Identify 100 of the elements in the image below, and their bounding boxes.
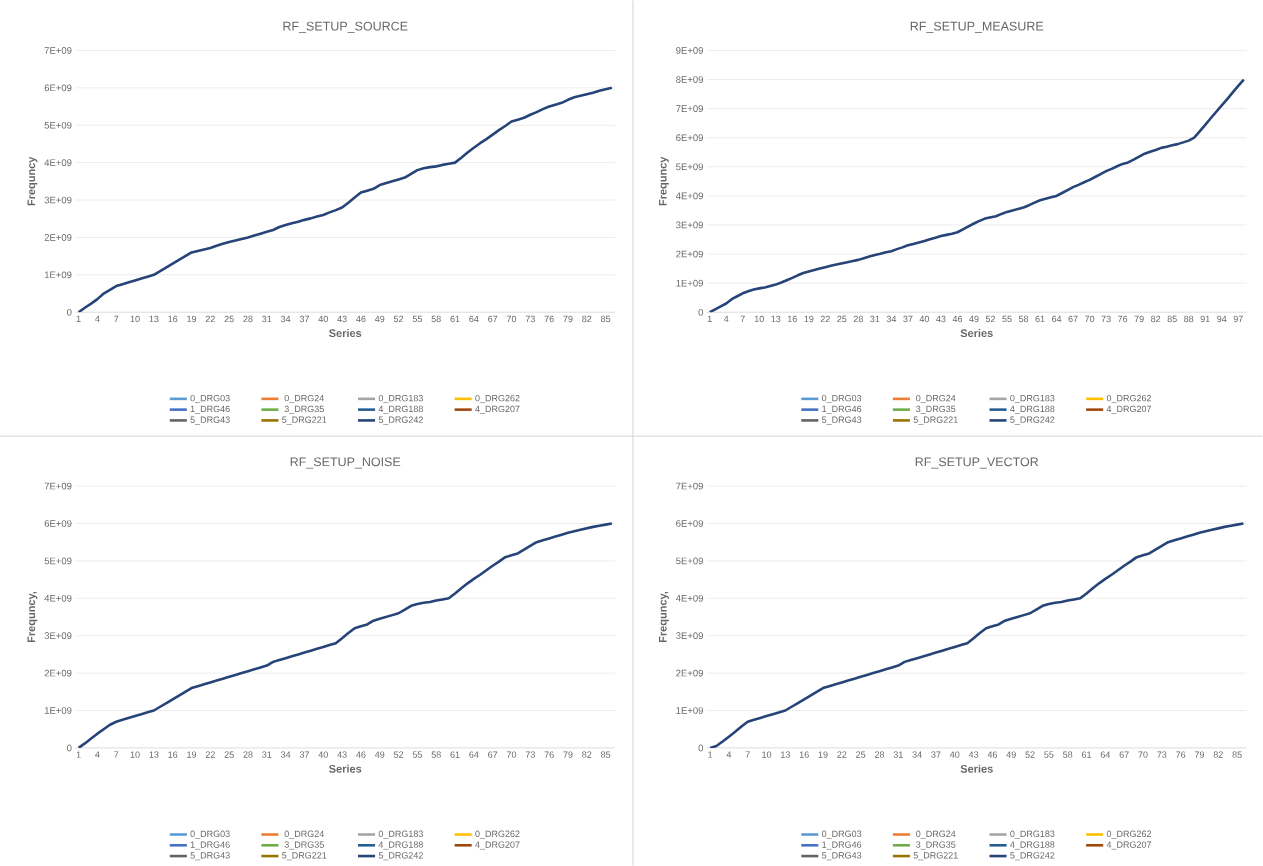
x-tick-label: 58 — [431, 315, 441, 322]
x-tick-label: 22 — [205, 315, 215, 322]
x-axis-title: Series — [960, 764, 993, 773]
y-axis-title: Frequncy — [659, 156, 669, 206]
x-tick-label: 49 — [374, 751, 385, 758]
y-axis-title: Frequncy — [27, 156, 38, 206]
x-tick-label: 31 — [262, 315, 272, 322]
x-tick-label: 79 — [563, 751, 573, 758]
x-tick-label: 70 — [1085, 315, 1095, 322]
y-tick-label: 9E+09 — [676, 46, 703, 54]
y-tick-label: 2E+09 — [676, 669, 703, 677]
y-tick-label: 3E+09 — [44, 196, 72, 204]
x-tick-label: 10 — [762, 751, 772, 758]
y-tick-label: 1E+09 — [44, 706, 72, 714]
x-tick-label: 1 — [76, 751, 81, 758]
x-tick-label: 94 — [1217, 315, 1227, 322]
x-tick-label: 31 — [893, 751, 903, 758]
legend-label: 0_DRG262 — [1106, 394, 1152, 403]
x-tick-label: 34 — [280, 315, 291, 322]
x-tick-label: 43 — [337, 315, 347, 322]
x-tick-label: 22 — [837, 751, 847, 758]
y-tick-label: 3E+09 — [676, 632, 703, 639]
y-tick-label: 4E+09 — [44, 159, 72, 166]
x-tick-label: 67 — [488, 751, 498, 758]
x-tick-label: 7 — [740, 315, 745, 322]
y-tick-label: 5E+09 — [676, 557, 703, 565]
x-tick-label: 79 — [1134, 315, 1144, 322]
y-tick-label: 1E+09 — [44, 271, 72, 279]
x-tick-label: 67 — [1119, 751, 1129, 758]
x-tick-label: 55 — [1044, 751, 1054, 758]
legend-label: 4_DRG188 — [1010, 405, 1055, 414]
legend-label: 5_DRG221 — [282, 416, 327, 425]
y-tick-label: 0 — [698, 308, 704, 316]
x-tick-label: 34 — [280, 751, 291, 758]
x-tick-label: 4 — [726, 751, 732, 758]
x-tick-label: 76 — [544, 751, 554, 758]
y-tick-label: 3E+09 — [676, 221, 703, 229]
x-tick-label: 61 — [450, 315, 460, 322]
legend-label: 5_DRG242 — [1010, 416, 1055, 425]
x-tick-label: 49 — [374, 315, 385, 322]
x-tick-label: 85 — [600, 315, 611, 322]
legend-label: 4_DRG188 — [1010, 841, 1055, 850]
legend-label: 3_DRG35 — [284, 405, 324, 414]
x-tick-label: 64 — [1052, 315, 1062, 322]
chart-title: RF_SETUP_SOURCE — [283, 21, 408, 33]
y-tick-label: 1E+09 — [676, 279, 703, 287]
x-tick-label: 13 — [149, 315, 159, 322]
x-tick-label: 22 — [820, 315, 830, 322]
x-tick-label: 28 — [243, 315, 253, 322]
legend-label: 4_DRG207 — [1106, 405, 1152, 414]
legend-label: 1_DRG46 — [822, 841, 862, 850]
x-tick-label: 43 — [968, 751, 979, 758]
x-axis-title: Series — [329, 764, 362, 773]
x-tick-label: 31 — [262, 751, 272, 758]
x-tick-label: 58 — [1063, 751, 1073, 758]
x-tick-label: 67 — [1068, 315, 1078, 322]
x-tick-label: 79 — [563, 315, 573, 322]
x-tick-label: 28 — [243, 751, 253, 758]
chart-title: RF_SETUP_NOISE — [290, 457, 401, 469]
legend-label: 0_DRG03 — [821, 830, 862, 839]
x-tick-label: 16 — [168, 751, 178, 758]
legend-label: 0_DRG183 — [1010, 394, 1055, 403]
x-tick-label: 85 — [1232, 751, 1242, 758]
x-tick-label: 58 — [1018, 315, 1029, 322]
legend-label: 0_DRG183 — [378, 394, 423, 403]
x-tick-label: 37 — [299, 315, 309, 322]
x-tick-label: 19 — [818, 751, 828, 758]
legend-label: 1_DRG46 — [190, 841, 230, 850]
y-tick-label: 5E+09 — [44, 557, 72, 565]
legend-label: 3_DRG35 — [284, 841, 324, 850]
x-tick-label: 43 — [936, 315, 946, 322]
x-tick-label: 7 — [114, 751, 119, 758]
x-tick-label: 52 — [985, 315, 996, 322]
x-tick-label: 16 — [799, 751, 809, 758]
x-tick-label: 55 — [412, 315, 422, 322]
y-tick-label: 2E+09 — [676, 250, 703, 258]
x-tick-label: 7 — [745, 751, 750, 758]
x-tick-label: 22 — [205, 751, 215, 758]
x-tick-label: 61 — [1035, 315, 1045, 322]
y-tick-label: 7E+09 — [676, 105, 703, 112]
legend-label: 0_DRG24 — [916, 394, 956, 403]
legend-label: 0_DRG183 — [1010, 830, 1055, 839]
legend-label: 5_DRG242 — [378, 852, 423, 861]
x-axis-title: Series — [329, 328, 362, 337]
legend-label: 4_DRG188 — [378, 841, 423, 850]
legend-label: 0_DRG03 — [821, 394, 862, 403]
legend-label: 5_DRG43 — [821, 416, 862, 425]
x-tick-label: 91 — [1200, 315, 1210, 322]
y-tick-label: 7E+09 — [676, 482, 703, 490]
legend-label: 0_DRG24 — [284, 830, 324, 839]
y-tick-label: 6E+09 — [44, 84, 72, 92]
y-tick-label: 8E+09 — [676, 76, 703, 83]
y-tick-label: 2E+09 — [44, 669, 72, 677]
x-tick-label: 70 — [506, 315, 517, 322]
legend-label: 5_DRG221 — [282, 852, 327, 861]
legend-label: 5_DRG221 — [913, 416, 958, 425]
x-tick-label: 82 — [582, 315, 592, 322]
x-tick-label: 10 — [754, 315, 764, 322]
x-tick-label: 4 — [95, 751, 100, 758]
x-tick-label: 85 — [1167, 315, 1177, 322]
